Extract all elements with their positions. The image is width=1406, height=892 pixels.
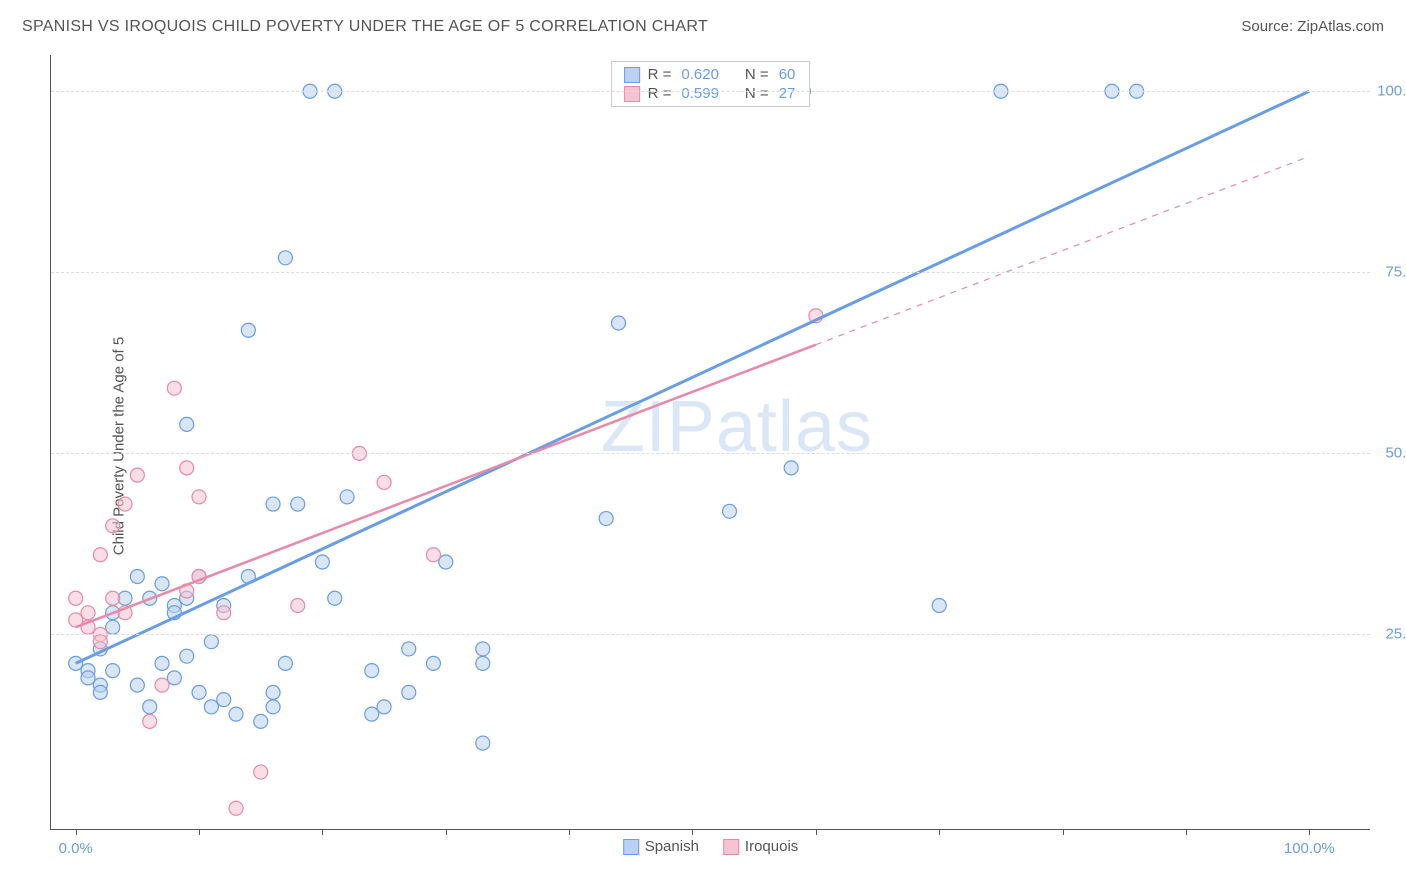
legend-label-spanish: Spanish	[645, 838, 699, 855]
plot-area: ZIPatlas R = 0.620 N = 60 R = 0.599 N = …	[50, 55, 1370, 830]
x-tick	[322, 829, 323, 835]
x-tick	[1063, 829, 1064, 835]
y-tick-label: 50.0%	[1385, 445, 1406, 462]
legend-item-spanish: Spanish	[623, 838, 699, 855]
x-tick	[816, 829, 817, 835]
legend-n-label: N =	[745, 66, 769, 83]
legend-r-iroquois: 0.599	[681, 85, 719, 102]
legend-n-iroquois: 27	[779, 85, 796, 102]
x-tick	[1186, 829, 1187, 835]
legend-swatch-spanish	[623, 839, 639, 855]
legend-r-spanish: 0.620	[681, 66, 719, 83]
source-attribution: Source: ZipAtlas.com	[1241, 18, 1384, 35]
gridline	[51, 91, 1370, 92]
y-tick-label: 25.0%	[1385, 626, 1406, 643]
series-legend: Spanish Iroquois	[623, 838, 799, 855]
chart-container: SPANISH VS IROQUOIS CHILD POVERTY UNDER …	[0, 0, 1406, 892]
source-name: ZipAtlas.com	[1297, 18, 1384, 35]
x-tick	[1309, 829, 1310, 835]
scatter-svg	[51, 55, 1370, 829]
x-tick	[199, 829, 200, 835]
legend-r-label: R =	[648, 66, 672, 83]
x-tick	[76, 829, 77, 835]
legend-swatch-spanish	[624, 67, 640, 83]
legend-swatch-iroquois	[723, 839, 739, 855]
x-tick-label: 0.0%	[59, 840, 93, 857]
y-tick-label: 100.0%	[1377, 83, 1406, 100]
x-tick	[939, 829, 940, 835]
source-prefix: Source:	[1241, 18, 1293, 35]
legend-row-spanish: R = 0.620 N = 60	[624, 66, 798, 83]
gridline	[51, 272, 1370, 273]
legend-row-iroquois: R = 0.599 N = 27	[624, 85, 798, 102]
x-tick	[446, 829, 447, 835]
chart-title: SPANISH VS IROQUOIS CHILD POVERTY UNDER …	[22, 18, 708, 36]
gridline	[51, 453, 1370, 454]
legend-label-iroquois: Iroquois	[745, 838, 798, 855]
legend-item-iroquois: Iroquois	[723, 838, 798, 855]
x-tick-label: 100.0%	[1284, 840, 1335, 857]
legend-n-spanish: 60	[779, 66, 796, 83]
legend-swatch-iroquois	[624, 86, 640, 102]
correlation-legend: R = 0.620 N = 60 R = 0.599 N = 27	[611, 61, 811, 107]
legend-r-label: R =	[648, 85, 672, 102]
x-tick	[692, 829, 693, 835]
gridline	[51, 634, 1370, 635]
x-tick	[569, 829, 570, 835]
y-tick-label: 75.0%	[1385, 264, 1406, 281]
legend-n-label: N =	[745, 85, 769, 102]
